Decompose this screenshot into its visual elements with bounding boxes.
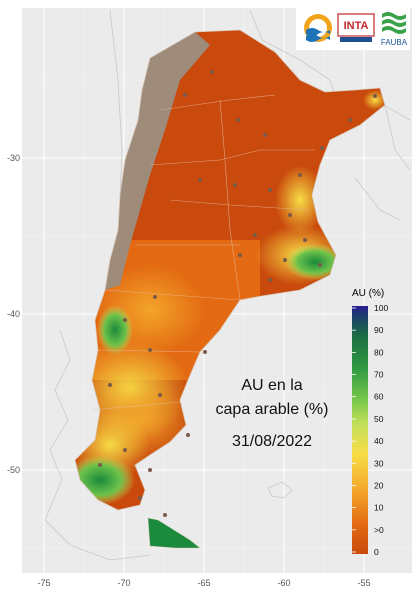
legend-colorbar bbox=[352, 306, 368, 554]
x-tick-label: -75 bbox=[37, 578, 50, 588]
legend-tick-label: 20 bbox=[374, 480, 384, 490]
legend-ticks: 100 90 80 70 60 50 40 30 20 10 >0 0 bbox=[352, 303, 388, 557]
y-tick-label: -30 bbox=[7, 153, 20, 163]
x-tick-label: -65 bbox=[197, 578, 210, 588]
inta-logo-text: INTA bbox=[344, 20, 369, 32]
falklands bbox=[267, 481, 293, 499]
legend-tick-label: >0 bbox=[374, 525, 384, 535]
map-title: AU en la capa arable (%) 31/08/2022 bbox=[216, 377, 329, 450]
fauba-logo-text: FAUBA bbox=[381, 38, 408, 47]
legend-tick-label: 90 bbox=[374, 325, 384, 335]
legend-tick-label: 40 bbox=[374, 436, 384, 446]
title-line-1: AU en la bbox=[241, 377, 302, 394]
legend-tick-label: 60 bbox=[374, 392, 384, 402]
title-line-2: capa arable (%) bbox=[216, 401, 329, 418]
fauba-logo-icon: FAUBA bbox=[381, 12, 408, 47]
inta-logo-icon: INTA bbox=[337, 13, 375, 42]
station-points bbox=[98, 70, 377, 517]
map-date: 31/08/2022 bbox=[232, 433, 312, 450]
legend: AU (%) 100 90 80 70 60 50 40 30 20 10 >0 0 bbox=[352, 288, 388, 557]
x-tick-label: -55 bbox=[357, 578, 370, 588]
legend-tick-label: 70 bbox=[374, 370, 384, 380]
argentina-outline bbox=[74, 29, 386, 511]
legend-tick-label: 0 bbox=[374, 547, 379, 557]
tierra-del-fuego bbox=[147, 517, 201, 549]
province-borders bbox=[91, 94, 315, 411]
legend-tick-label: 50 bbox=[374, 414, 384, 424]
legend-title: AU (%) bbox=[352, 288, 384, 299]
water-logo-icon bbox=[304, 14, 332, 42]
x-tick-label: -70 bbox=[117, 578, 130, 588]
y-tick-label: -40 bbox=[7, 309, 20, 319]
legend-tick-label: 30 bbox=[374, 458, 384, 468]
x-axis: -75 -70 -65 -60 -55 bbox=[37, 578, 370, 588]
legend-tick-label: 80 bbox=[374, 347, 384, 357]
y-axis: -30 -40 -50 bbox=[7, 153, 20, 475]
x-tick-label: -60 bbox=[277, 578, 290, 588]
logo-group: INTA FAUBA bbox=[296, 8, 410, 50]
legend-tick-label: 10 bbox=[374, 503, 384, 513]
legend-tick-label: 100 bbox=[374, 303, 388, 313]
y-tick-label: -50 bbox=[7, 465, 20, 475]
